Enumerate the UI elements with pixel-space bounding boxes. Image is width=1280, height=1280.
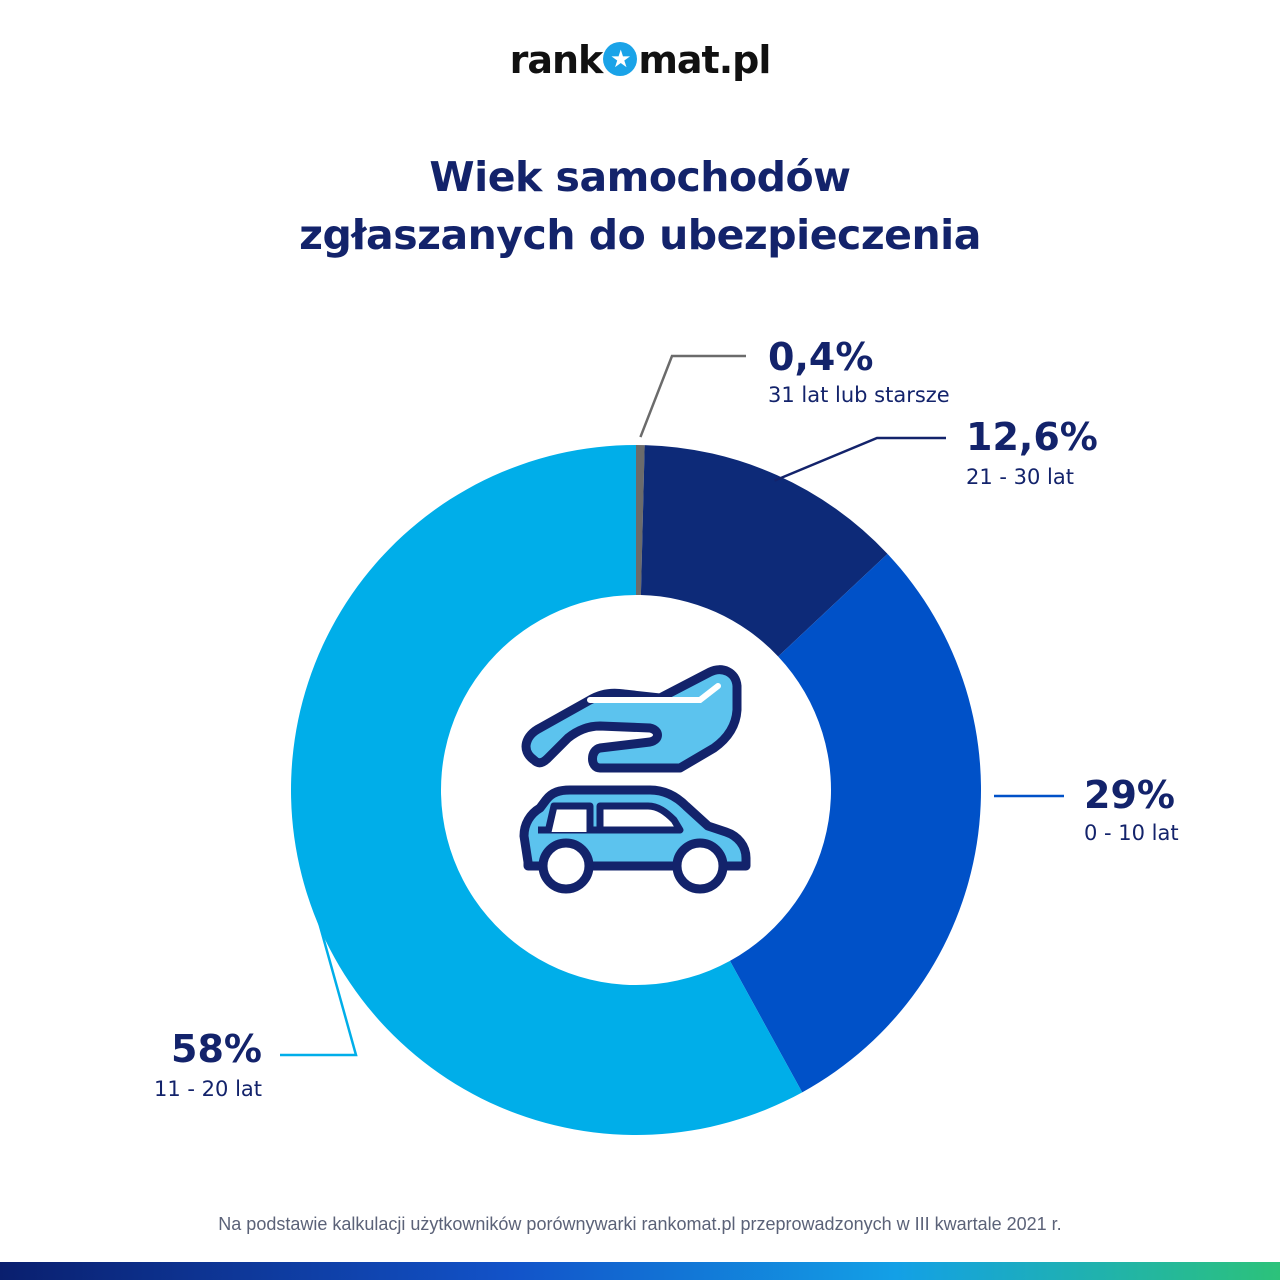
donut-slice-0 bbox=[636, 445, 645, 596]
slice-percent-label-2: 29% bbox=[1084, 773, 1175, 817]
brand-gradient-bar bbox=[0, 1262, 1280, 1280]
chart-title-line2: zgłaszanych do ubezpieczenia bbox=[299, 211, 981, 259]
logo-text-end: mat.pl bbox=[638, 38, 771, 82]
slice-category-label-3: 11 - 20 lat bbox=[154, 1077, 262, 1101]
rankomat-logo: rank ★ mat.pl bbox=[0, 38, 1280, 82]
leader-line-3 bbox=[280, 874, 358, 1057]
logo-text-start: rank bbox=[509, 38, 604, 82]
hand-protecting-car-icon bbox=[519, 665, 751, 894]
slice-category-label-2: 0 - 10 lat bbox=[1084, 821, 1179, 845]
leader-line-0 bbox=[639, 354, 746, 438]
chart-title-line1: Wiek samochodów bbox=[429, 153, 851, 201]
slice-percent-label-0: 0,4% bbox=[768, 335, 873, 379]
leader-line-1 bbox=[774, 436, 946, 482]
donut-slice-2 bbox=[729, 553, 982, 1093]
slice-percent-label-3: 58% bbox=[171, 1027, 262, 1071]
slice-category-label-0: 31 lat lub starsze bbox=[768, 383, 950, 407]
chart-title: Wiek samochodów zgłaszanych do ubezpiecz… bbox=[0, 148, 1280, 264]
source-footnote: Na podstawie kalkulacji użytkowników por… bbox=[218, 1214, 1062, 1234]
donut-slice-3 bbox=[291, 445, 803, 1135]
slice-category-label-1: 21 - 30 lat bbox=[966, 465, 1074, 489]
star-icon: ★ bbox=[603, 42, 638, 76]
slice-percent-label-1: 12,6% bbox=[966, 415, 1098, 459]
donut-slice-1 bbox=[640, 445, 888, 657]
